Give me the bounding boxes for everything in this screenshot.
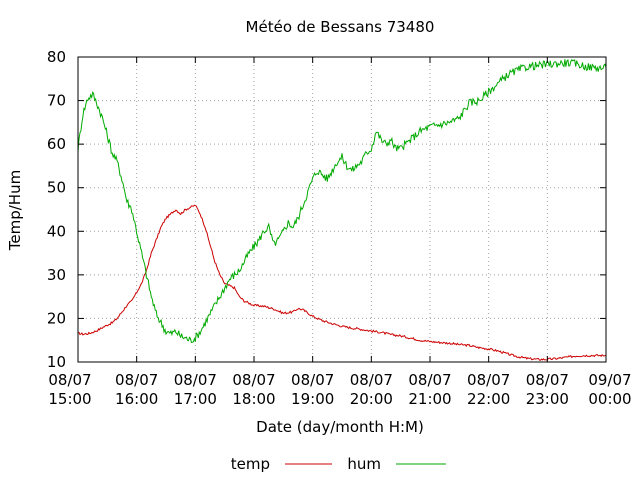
y-tick-label: 80 [47, 48, 66, 66]
x-tick-date: 08/07 [174, 371, 217, 389]
x-tick-time: 17:00 [174, 390, 217, 408]
x-tick-time: 18:00 [232, 390, 275, 408]
x-tick-date: 08/07 [350, 371, 393, 389]
y-tick-label: 50 [47, 179, 66, 197]
y-axis-label: Temp/Hum [6, 170, 24, 251]
tick-marks [77, 56, 607, 363]
legend-label-temp: temp [231, 455, 270, 473]
grid-lines [78, 57, 606, 362]
x-tick-time: 00:00 [588, 390, 631, 408]
y-tick-label: 60 [47, 135, 66, 153]
x-tick-date: 08/07 [526, 371, 569, 389]
x-tick-time: 22:00 [467, 390, 510, 408]
x-tick-labels: 08/0715:0008/0716:0008/0717:0008/0718:00… [48, 371, 631, 408]
chart-title: Météo de Bessans 73480 [246, 18, 435, 36]
series-layer [77, 58, 607, 361]
x-tick-time: 21:00 [408, 390, 451, 408]
x-tick-time: 20:00 [350, 390, 393, 408]
y-tick-label: 20 [47, 309, 66, 327]
x-tick-date: 08/07 [232, 371, 275, 389]
x-tick-date: 09/07 [588, 371, 631, 389]
plot-frame [77, 56, 607, 363]
y-tick-labels: 10 20 30 40 50 60 70 80 [47, 48, 66, 371]
x-tick-time: 16:00 [115, 390, 158, 408]
x-tick-time: 15:00 [48, 390, 91, 408]
series-line-hum [77, 58, 607, 343]
legend: temp hum [231, 455, 446, 473]
x-tick-date: 08/07 [408, 371, 451, 389]
series-line-temp [77, 204, 607, 361]
y-tick-label: 30 [47, 266, 66, 284]
x-tick-time: 23:00 [526, 390, 569, 408]
y-tick-label: 10 [47, 353, 66, 371]
y-tick-label: 40 [47, 222, 66, 240]
x-tick-date: 08/07 [467, 371, 510, 389]
x-tick-date: 08/07 [48, 371, 91, 389]
x-tick-time: 19:00 [291, 390, 334, 408]
x-tick-date: 08/07 [291, 371, 334, 389]
legend-label-hum: hum [347, 455, 381, 473]
x-tick-date: 08/07 [115, 371, 158, 389]
x-axis-label: Date (day/month H:M) [256, 418, 424, 436]
y-tick-label: 70 [47, 92, 66, 110]
